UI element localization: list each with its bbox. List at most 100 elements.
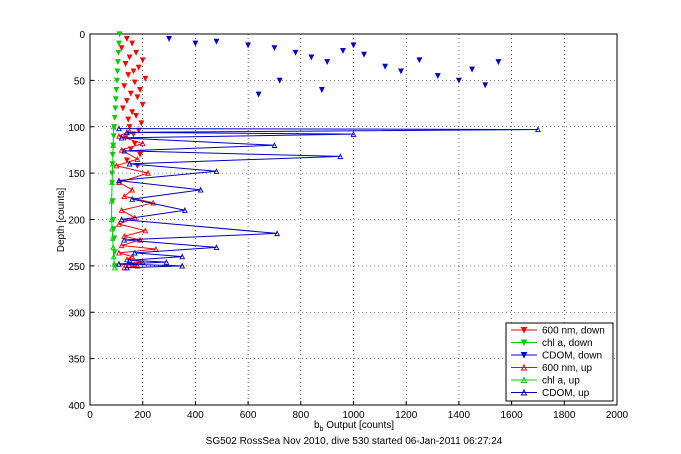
data-point: [181, 207, 188, 213]
data-point: [192, 40, 199, 47]
x-tick-label: 800: [292, 410, 309, 421]
grid-lines: [89, 33, 618, 406]
data-point: [113, 162, 120, 169]
data-point: [133, 49, 140, 56]
data-point: [139, 101, 146, 108]
data-point: [127, 90, 134, 97]
data-point: [111, 264, 118, 271]
data-point: [121, 83, 128, 90]
legend-label: chl a, down: [542, 338, 593, 349]
data-point: [255, 91, 262, 98]
data-point: [116, 260, 122, 267]
legend-marker: [520, 352, 528, 359]
data-point: [115, 49, 122, 56]
data-point: [126, 124, 133, 130]
data-point: [113, 77, 120, 84]
data-point: [109, 160, 116, 167]
data-point: [137, 236, 143, 243]
y-tick-label: 200: [68, 216, 85, 227]
data-point: [213, 168, 220, 174]
data-point: [110, 142, 117, 148]
legend-marker: [520, 388, 528, 396]
data-point: [179, 253, 186, 260]
data-point: [292, 49, 299, 56]
data-point: [126, 160, 133, 167]
x-tick-label: 1600: [500, 410, 523, 421]
data-point: [179, 262, 186, 269]
series-0: [118, 35, 149, 169]
data-point: [121, 193, 128, 199]
data-point: [123, 35, 130, 42]
data-point: [123, 264, 130, 271]
data-point: [350, 42, 357, 49]
data-point: [130, 68, 137, 75]
y-tick-label: 350: [68, 355, 85, 366]
x-tick-labels: 0 200 400 600 800 1000 1200 1400 1600 1800 2000: [87, 410, 628, 421]
series-2: [166, 35, 502, 98]
data-point: [121, 236, 128, 243]
data-point: [137, 86, 143, 93]
data-point: [416, 57, 423, 64]
data-point: [271, 142, 278, 148]
data-point: [116, 40, 122, 47]
data-point: [274, 230, 281, 237]
data-marks: [108, 31, 541, 271]
data-point: [245, 42, 252, 49]
data-point: [116, 249, 122, 256]
data-point: [112, 105, 119, 112]
series-line: [118, 128, 538, 269]
data-point: [318, 86, 325, 93]
data-point: [111, 114, 118, 121]
series-4: [108, 123, 118, 271]
x-axis-label: bb Output [counts]: [314, 420, 394, 433]
series-5: [116, 125, 541, 271]
data-point: [434, 73, 441, 79]
legend-label: 600 nm, down: [542, 326, 605, 337]
data-point: [129, 186, 136, 193]
data-point: [337, 153, 344, 160]
data-point: [134, 94, 141, 101]
data-point: [482, 82, 489, 89]
x-tick-label: 200: [134, 410, 151, 421]
legend-label: chl a, up: [542, 376, 580, 387]
data-point: [108, 197, 115, 204]
data-point: [166, 35, 172, 42]
data-point: [123, 98, 130, 104]
data-point: [109, 225, 116, 232]
legend-marker: [520, 363, 528, 371]
data-point: [116, 132, 122, 139]
data-point: [324, 59, 331, 66]
data-point: [118, 134, 125, 141]
data-point: [535, 126, 541, 133]
legend-marker: [520, 376, 528, 383]
data-point: [116, 125, 122, 132]
data-point: [109, 179, 116, 186]
x-tick-label: 2000: [606, 410, 629, 421]
data-point: [125, 72, 132, 79]
legend-box: [505, 322, 614, 402]
data-point: [123, 256, 130, 263]
data-point: [134, 262, 141, 269]
data-point: [118, 207, 125, 213]
data-point: [131, 249, 138, 256]
data-point: [116, 177, 122, 184]
data-point: [213, 244, 220, 250]
data-point: [131, 79, 138, 86]
data-point: [213, 38, 220, 45]
y-tick-label: 250: [68, 262, 85, 273]
data-point: [108, 216, 115, 223]
data-point: [129, 40, 136, 47]
data-point: [126, 54, 133, 61]
data-point: [455, 77, 462, 84]
data-point: [113, 86, 120, 93]
data-point: [163, 258, 170, 265]
data-point: [129, 109, 136, 116]
y-tick-label: 100: [68, 123, 85, 134]
legend-marker: [520, 327, 528, 334]
data-point: [123, 129, 130, 135]
legend-marker: [520, 339, 528, 347]
x-tick-label: 0: [87, 410, 93, 421]
data-point: [112, 96, 119, 103]
